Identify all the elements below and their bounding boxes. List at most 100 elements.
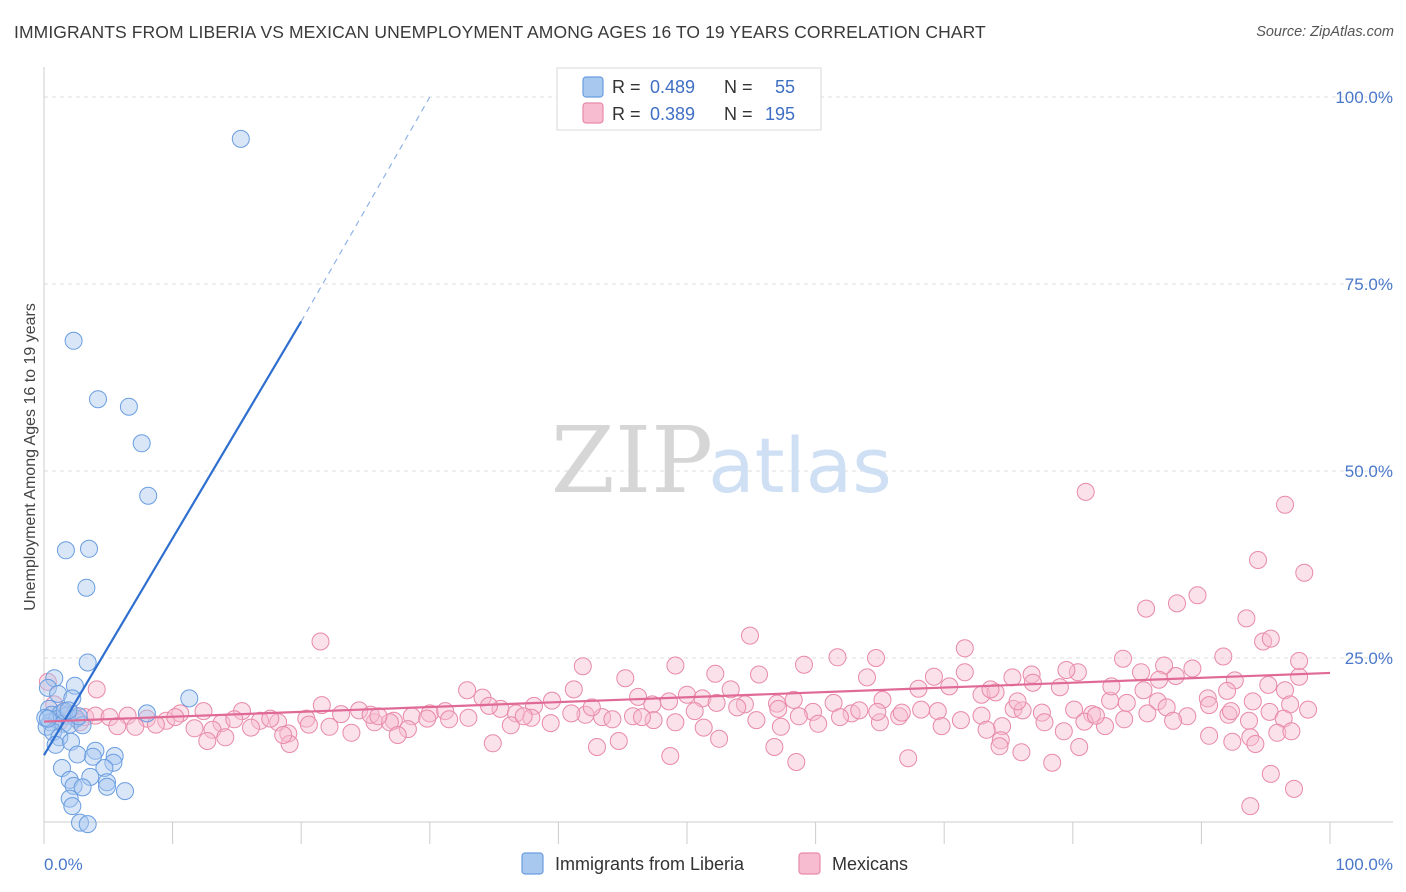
liberia-point-7: [80, 539, 98, 558]
mexicans-point-51: [873, 690, 892, 709]
legend-n-value-mexicans: 195: [765, 104, 795, 124]
mexicans-point-196: [1282, 722, 1301, 741]
series-liberia-points: [36, 129, 250, 834]
mexicans-point-155: [1261, 629, 1280, 648]
chart-title: IMMIGRANTS FROM LIBERIA VS MEXICAN UNEMP…: [14, 22, 986, 42]
mexicans-point-161: [1223, 732, 1242, 751]
mexicans-point-77: [1290, 667, 1309, 686]
mexicans-point-146: [955, 639, 974, 658]
mexicans-trend-line: [43, 671, 1331, 723]
liberia-point-44: [98, 777, 116, 796]
liberia-point-35: [105, 747, 124, 765]
mexicans-point-26: [458, 681, 477, 700]
mexicans-point-198: [1295, 563, 1314, 582]
liberia-point-45: [116, 782, 134, 801]
mexicans-point-194: [1246, 735, 1265, 753]
series-legend: Immigrants from Liberia Mexicans: [521, 852, 908, 875]
mexicans-point-113: [747, 711, 766, 730]
mexicans-point-32: [564, 680, 583, 699]
y-axis-label: Unemployment Among Ages 16 to 19 years: [22, 303, 39, 611]
mexicans-point-201: [1188, 586, 1207, 605]
mexicans-point-62: [1050, 678, 1069, 697]
mexicans-point-159: [977, 720, 996, 739]
mexicans-point-1: [87, 680, 106, 699]
series-mexicans-points: [38, 482, 1318, 816]
mexicans-point-153: [1237, 609, 1256, 628]
mexicans-point-140: [311, 632, 330, 651]
mexicans-point-92: [320, 717, 339, 736]
mexicans-point-42: [721, 680, 740, 699]
y-tick-label-3: 100.0%: [1335, 88, 1393, 107]
y-tick-label-1: 50.0%: [1345, 462, 1393, 481]
mexicans-point-149: [1114, 649, 1132, 668]
mexicans-point-150: [1132, 663, 1150, 682]
mexicans-point-205: [1261, 764, 1280, 783]
liberia-point-11: [38, 678, 57, 697]
trend-lines: [43, 96, 1331, 756]
mexicans-point-184: [710, 729, 729, 748]
mexicans-point-208: [991, 731, 1010, 750]
mexicans-point-105: [582, 698, 601, 717]
liberia-point-3: [119, 397, 138, 416]
liberia-point-34: [68, 745, 87, 764]
legend-r-label-mexicans: R =: [612, 104, 641, 124]
liberia-point-13: [49, 684, 68, 703]
mexicans-point-128: [1054, 722, 1073, 741]
mexicans-point-50: [858, 668, 876, 687]
mexicans-point-206: [1285, 779, 1303, 798]
mexicans-point-192: [1200, 726, 1219, 745]
mexicans-point-175: [280, 735, 299, 753]
liberia-point-5: [139, 486, 158, 505]
x-tick-label-min: 0.0%: [44, 855, 83, 874]
mexicans-point-111: [707, 693, 726, 712]
mexicans-point-78: [1299, 700, 1318, 719]
mexicans-point-144: [828, 648, 847, 667]
mexicans-point-104: [562, 704, 581, 723]
mexicans-point-200: [1249, 551, 1267, 569]
series-legend-label-mexicans: Mexicans: [832, 854, 908, 874]
mexicans-point-117: [831, 708, 849, 727]
mexicans-point-203: [1137, 599, 1156, 618]
series-legend-swatch-liberia: [521, 852, 544, 875]
mexicans-point-114: [769, 699, 788, 718]
mexicans-point-141: [573, 657, 592, 676]
mexicans-point-47: [804, 702, 822, 721]
mexicans-point-207: [1241, 797, 1260, 816]
mexicans-point-72: [1214, 647, 1233, 666]
mexicans-point-76: [1276, 681, 1294, 700]
mexicans-point-137: [1240, 711, 1258, 730]
mexicans-point-38: [660, 692, 678, 711]
mexicans-point-131: [1117, 693, 1136, 712]
liberia-point-52: [38, 709, 57, 728]
mexicans-point-36: [629, 687, 648, 706]
mexicans-point-82: [126, 717, 145, 736]
mexicans-point-110: [685, 702, 704, 721]
mexicans-point-189: [1043, 753, 1062, 772]
mexicans-point-148: [1068, 663, 1087, 682]
mexicans-point-112: [728, 698, 747, 717]
mexicans-point-39: [678, 685, 696, 704]
liberia-point-8: [77, 578, 96, 597]
liberia-point-6: [56, 541, 75, 560]
mexicans-point-129: [1075, 712, 1094, 731]
mexicans-point-176: [198, 732, 217, 750]
mexicans-point-108: [644, 711, 663, 730]
mexicans-point-172: [609, 732, 628, 750]
liberia-point-49: [78, 815, 97, 834]
mexicans-point-186: [787, 753, 806, 771]
legend-swatch-liberia: [582, 76, 604, 98]
mexicans-point-157: [1290, 652, 1309, 670]
mexicans-point-122: [932, 717, 951, 736]
mexicans-point-167: [924, 667, 943, 686]
mexicans-point-93: [342, 723, 361, 742]
mexicans-point-174: [388, 726, 407, 744]
mexicans-point-151: [1155, 656, 1174, 675]
liberia-point-9: [78, 653, 97, 672]
legend-r-value-liberia: 0.489: [650, 77, 695, 97]
mexicans-point-169: [795, 655, 813, 674]
liberia-point-1: [64, 331, 83, 350]
mexicans-point-7: [100, 708, 119, 727]
mexicans-point-145: [867, 649, 885, 667]
mexicans-point-160: [1070, 738, 1089, 756]
mexicans-point-101: [501, 716, 520, 735]
